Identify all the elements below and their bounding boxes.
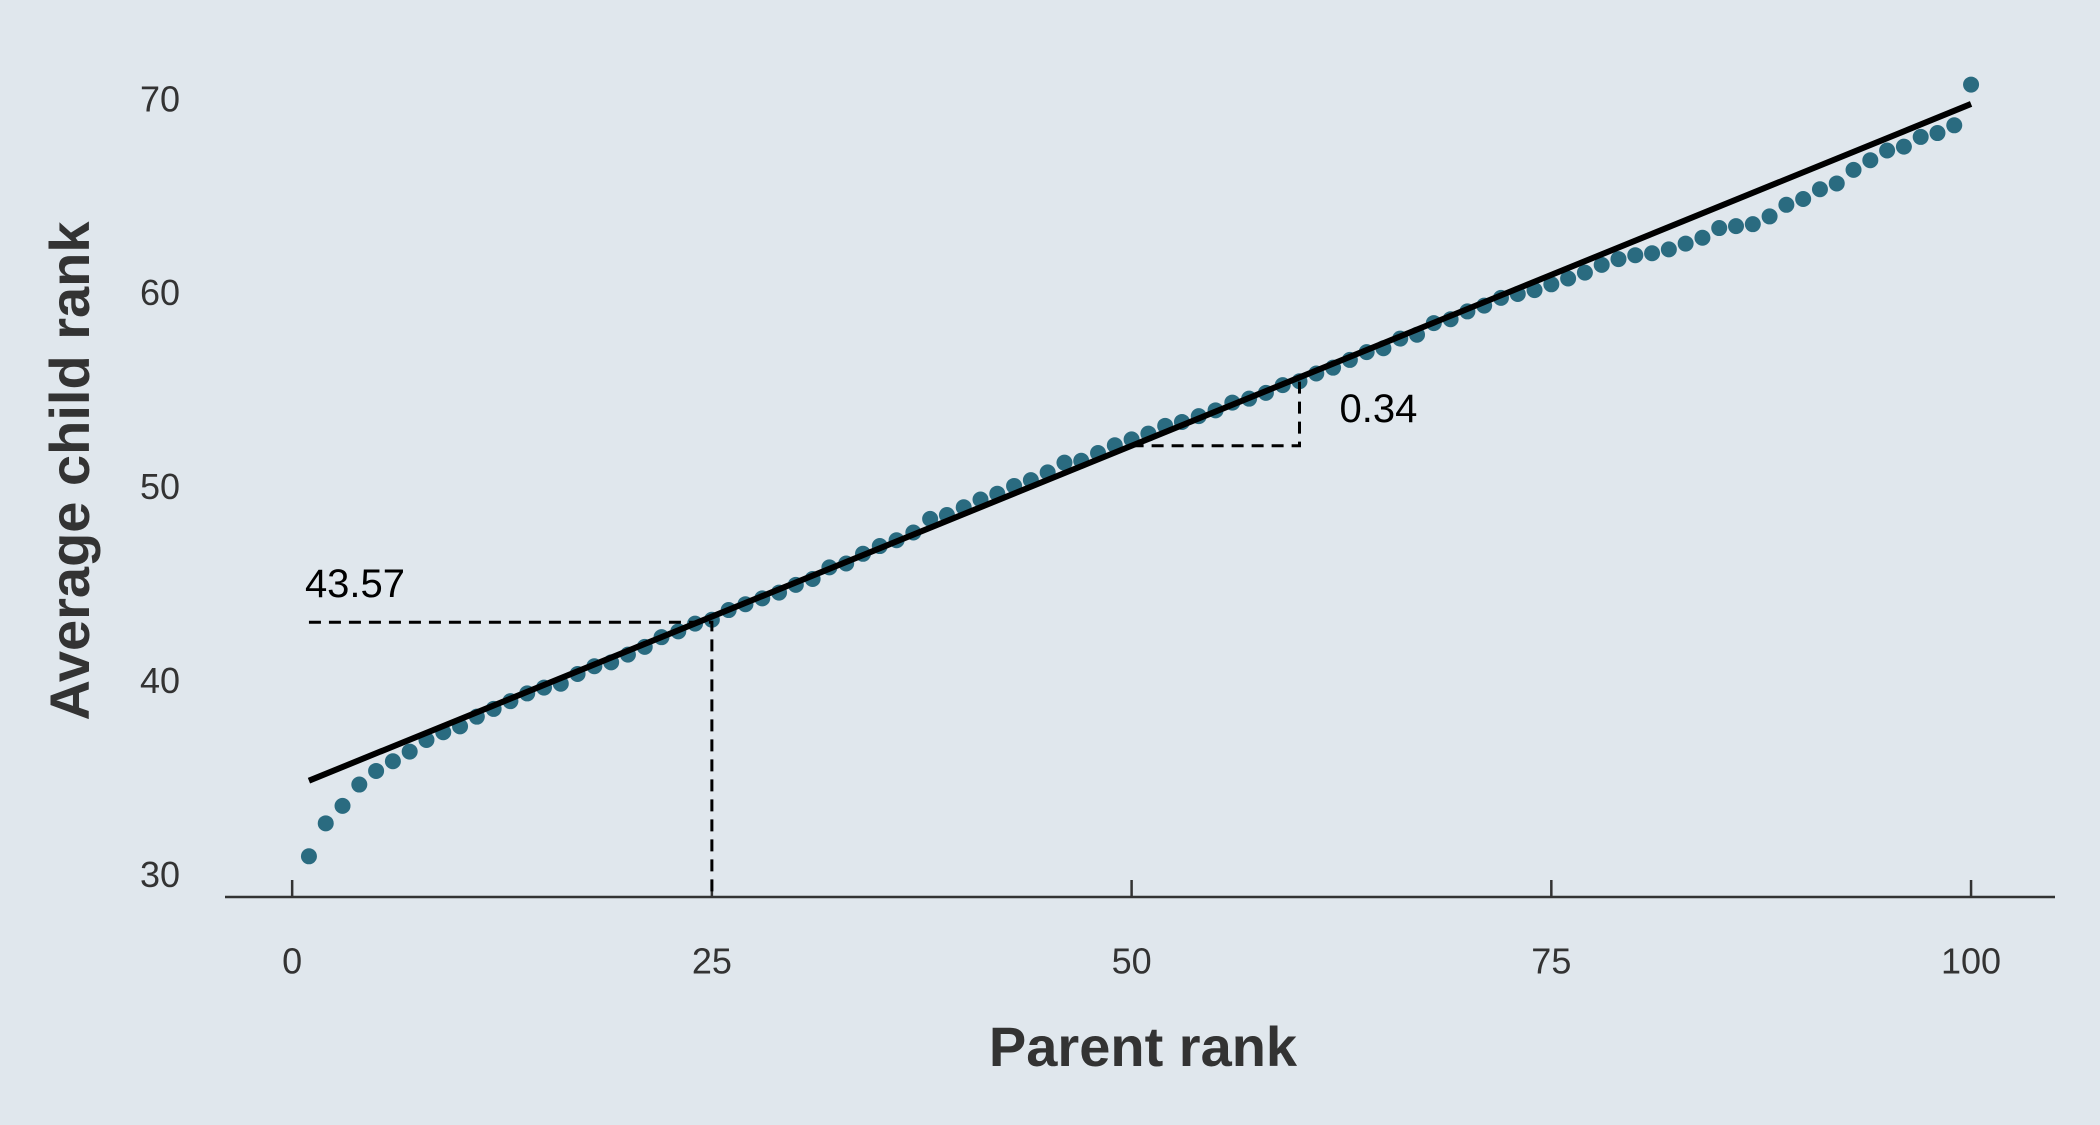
data-point: [1912, 128, 1929, 145]
data-point: [1862, 152, 1879, 169]
data-point: [1895, 138, 1912, 155]
data-point: [1963, 76, 1980, 93]
data-point: [1744, 216, 1761, 233]
data-point: [1627, 247, 1644, 264]
data-point: [1728, 218, 1745, 235]
data-point: [1946, 117, 1963, 134]
data-point: [1795, 190, 1812, 207]
data-point: [1056, 454, 1073, 471]
data-point: [1543, 276, 1560, 293]
data-point: [401, 743, 418, 760]
data-point: [1560, 270, 1577, 287]
data-point: [317, 815, 334, 832]
data-point: [1677, 235, 1694, 252]
y-tick-label: 50: [140, 466, 180, 507]
y-tick-label: 70: [140, 78, 180, 119]
data-point: [1845, 161, 1862, 178]
data-point: [1761, 208, 1778, 225]
data-point: [1879, 142, 1896, 159]
x-tick-label: 50: [1112, 941, 1152, 982]
data-point: [334, 797, 351, 814]
y-tick-label: 30: [140, 854, 180, 895]
y-axis-label: Average child rank: [38, 221, 101, 721]
x-axis-label: Parent rank: [989, 1015, 1298, 1078]
data-point: [1644, 245, 1661, 262]
y-tick-label: 40: [140, 660, 180, 701]
x-tick-label: 100: [1941, 941, 2001, 982]
data-point: [1828, 175, 1845, 192]
slope-label: 0.34: [1339, 387, 1417, 431]
data-point: [1660, 241, 1677, 258]
data-point: [1711, 220, 1728, 237]
data-point: [351, 776, 368, 793]
data-point: [1576, 264, 1593, 281]
data-point: [1694, 229, 1711, 246]
data-point: [1593, 256, 1610, 273]
y-tick-label: 60: [140, 272, 180, 313]
fit-line: [307, 101, 1973, 784]
intercept-guide: [308, 620, 714, 897]
x-tick-label: 75: [1531, 941, 1571, 982]
x-tick-label: 25: [692, 941, 732, 982]
data-point: [384, 753, 401, 770]
data-point: [1610, 251, 1627, 268]
x-tick-label: 0: [282, 941, 302, 982]
data-point: [1811, 181, 1828, 198]
data-point: [1778, 196, 1795, 213]
data-point: [1929, 125, 1946, 142]
slope-guide: [1131, 377, 1301, 448]
data-point: [368, 762, 385, 779]
intercept-label: 43.57: [305, 562, 405, 606]
data-point: [300, 848, 317, 865]
